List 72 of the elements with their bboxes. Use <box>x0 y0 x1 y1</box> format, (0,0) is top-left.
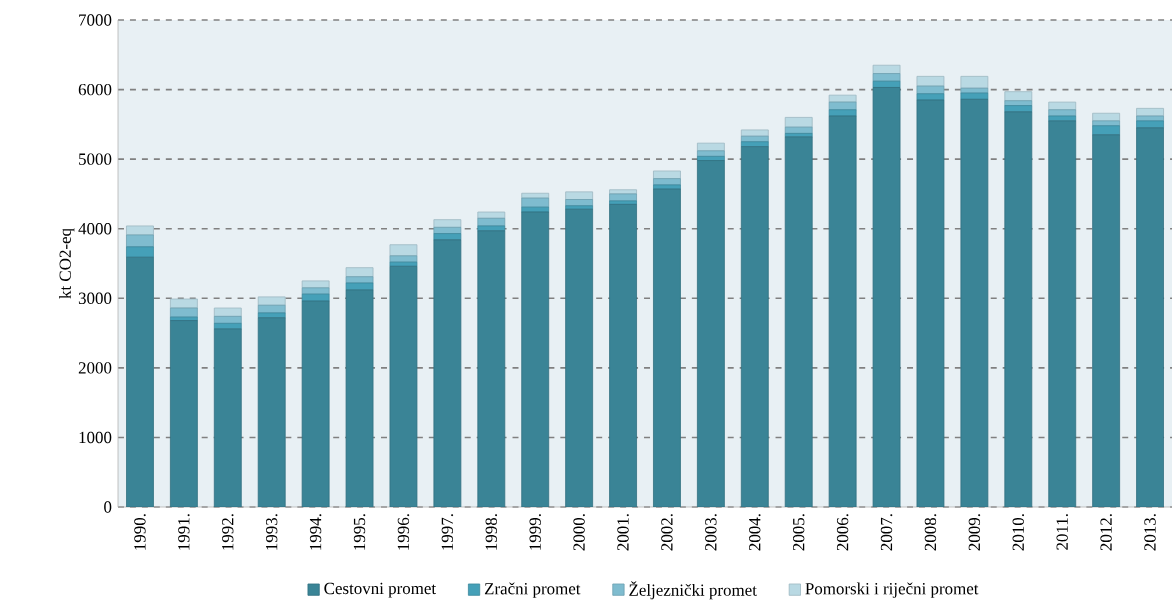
y-tick-label: 7000 <box>79 14 112 26</box>
bar <box>213 315 242 324</box>
x-tick-label: 2001. <box>617 514 629 551</box>
bar <box>784 126 813 134</box>
bar <box>1048 101 1077 111</box>
x-tick-label: 1991. <box>178 514 190 550</box>
x-tick-label: 2005. <box>792 514 805 551</box>
x-tick-label: 1990. <box>134 514 146 550</box>
bar <box>828 94 857 103</box>
x-tick-label: 2003. <box>705 514 717 551</box>
x-tick-label: 2007. <box>880 514 893 551</box>
bar <box>169 320 198 507</box>
y-tick-label: 0 <box>104 501 112 513</box>
bar <box>696 142 725 152</box>
legend-label: Pomorski i riječni promet <box>805 582 979 598</box>
x-tick-label: 2000. <box>573 514 585 551</box>
bar <box>1004 91 1033 102</box>
bar <box>653 188 681 507</box>
y-axis-title: kt CO2-eq <box>59 228 75 299</box>
x-tick-label: 2012. <box>1100 514 1112 551</box>
bar <box>565 191 594 200</box>
bar <box>565 208 594 507</box>
bar <box>521 197 550 208</box>
bar <box>389 265 418 507</box>
x-tick-label: 2006. <box>836 514 849 551</box>
x-tick-label: 2011. <box>1056 514 1068 550</box>
x-tick-label: 1994. <box>309 514 322 550</box>
bar <box>126 234 154 248</box>
y-tick-label: 4000 <box>78 223 112 235</box>
x-tick-label: 1997. <box>441 514 454 550</box>
bar <box>828 101 857 111</box>
x-tick-label: 2013. <box>1144 514 1156 551</box>
x-tick-label: 1996. <box>397 514 410 550</box>
legend-label: Željeznički promet <box>629 581 757 600</box>
bar <box>389 244 418 257</box>
bar <box>126 225 154 236</box>
bar <box>872 73 901 82</box>
x-tick-label: 1993. <box>265 514 278 550</box>
bar <box>696 150 725 157</box>
x-tick-label: 1998. <box>485 514 498 550</box>
legend-label: Zračni promet <box>484 582 581 598</box>
bar <box>257 296 286 306</box>
x-tick-label: 1999. <box>529 514 541 550</box>
y-tick-label: 3000 <box>78 292 112 304</box>
bar <box>916 85 945 95</box>
bar <box>433 219 462 228</box>
bar <box>960 75 989 89</box>
bar <box>740 129 769 137</box>
x-tick-label: 1992. <box>222 514 234 550</box>
bar <box>696 160 725 507</box>
y-tick-label: 2000 <box>78 362 112 374</box>
bar <box>609 203 637 507</box>
bar <box>169 307 198 318</box>
x-tick-label: 2010. <box>1012 514 1025 551</box>
bar <box>784 136 813 507</box>
x-tick-label: 1995. <box>353 514 366 550</box>
x-tick-label: 2009. <box>968 514 981 551</box>
bar <box>872 64 901 74</box>
y-tick-label: 5000 <box>79 153 112 165</box>
y-tick-label: 6000 <box>78 83 112 96</box>
bar <box>169 298 198 309</box>
y-tick-label: 1000 <box>79 431 112 444</box>
legend-label: Cestovni promet <box>324 582 436 598</box>
x-tick-label: 2004. <box>749 514 761 551</box>
x-tick-label: 2008. <box>924 514 937 551</box>
x-tick-label: 2002. <box>661 514 673 551</box>
bar <box>301 280 330 289</box>
bar <box>477 211 506 219</box>
bar <box>213 307 242 317</box>
bar <box>653 170 681 180</box>
bar <box>609 193 637 202</box>
bar <box>345 267 374 278</box>
